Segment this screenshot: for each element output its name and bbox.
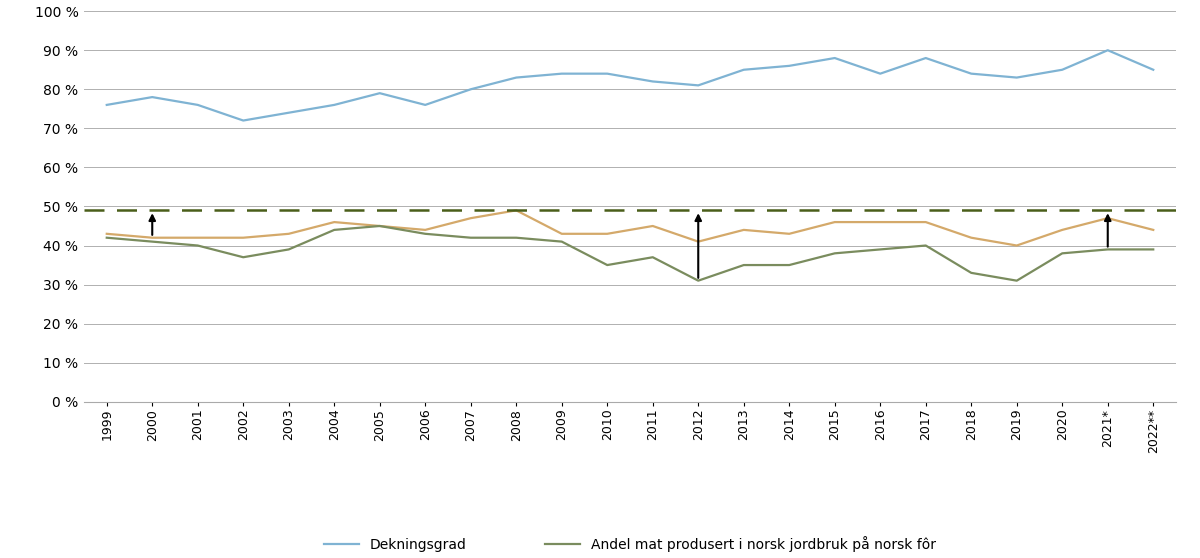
Legend: Dekningsgrad, Selvforsyningsgrad, Andel mat produsert i norsk jordbruk på norsk : Dekningsgrad, Selvforsyningsgrad, Andel …: [324, 536, 936, 558]
